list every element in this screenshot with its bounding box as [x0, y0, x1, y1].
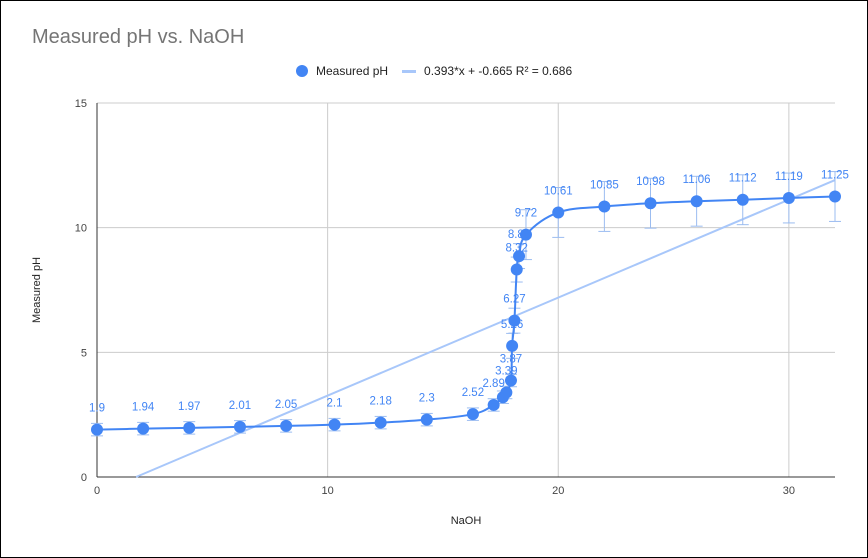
- y-tick-label: 5: [81, 347, 87, 359]
- data-point: [644, 197, 657, 210]
- data-label: 10.61: [544, 185, 573, 197]
- legend-marker-line-icon: [402, 69, 417, 73]
- data-point: [280, 419, 293, 432]
- legend-item-measured-ph[interactable]: Measured pH: [296, 64, 388, 78]
- data-point: [510, 263, 523, 276]
- series-measured-ph: [91, 190, 841, 436]
- data-point: [552, 206, 565, 219]
- data-label: 1.94: [132, 402, 155, 414]
- data-point: [782, 191, 795, 204]
- x-tick-label: 0: [94, 485, 100, 497]
- data-label: 11.19: [775, 171, 803, 183]
- x-tick-label: 20: [552, 485, 564, 497]
- data-point: [508, 314, 521, 327]
- legend-label-measured-ph: Measured pH: [316, 64, 389, 78]
- data-label: 1.9: [89, 403, 105, 415]
- data-label: 9.72: [515, 208, 537, 220]
- data-point: [183, 421, 196, 434]
- data-label: 3.87: [500, 354, 522, 366]
- data-label: 11.06: [683, 174, 711, 186]
- data-point: [466, 408, 479, 421]
- data-label: 3.39: [495, 365, 517, 377]
- legend-item-trendline[interactable]: 0.393*x + -0.665 R² = 0.686: [402, 64, 572, 78]
- x-axis-title: NaOH: [451, 515, 482, 527]
- legend[interactable]: Measured pH 0.393*x + -0.665 R² = 0.686: [296, 64, 586, 78]
- x-tick-label: 30: [783, 485, 795, 497]
- data-point: [598, 200, 611, 213]
- data-point: [736, 193, 749, 206]
- x-tick-label: 10: [322, 485, 334, 497]
- data-point: [690, 195, 703, 208]
- data-label: 10.85: [590, 179, 619, 191]
- data-point: [500, 386, 513, 399]
- gridlines: [97, 102, 835, 478]
- y-tick-label: 15: [75, 98, 87, 110]
- data-label: 2.18: [369, 396, 391, 408]
- data-label: 6.27: [503, 294, 525, 306]
- data-point: [829, 190, 841, 203]
- legend-label-trendline: 0.393*x + -0.665 R² = 0.686: [424, 64, 573, 78]
- data-label: 2.3: [419, 393, 435, 405]
- data-point: [504, 374, 517, 387]
- data-point: [328, 418, 341, 431]
- data-labels-layer: 1.9 1.94 1.97 2.01 2.05 2.1 2.18 2.3 2.522.893.3…: [89, 170, 849, 415]
- data-point: [233, 420, 246, 433]
- data-point: [137, 422, 150, 435]
- data-point: [487, 398, 500, 411]
- y-tick-label: 10: [75, 223, 87, 235]
- data-label: 2.05: [275, 399, 297, 411]
- data-label: 2.89: [482, 378, 504, 390]
- chart-title: Measured pH vs. NaOH: [32, 26, 245, 48]
- legend-marker-dot-icon: [296, 65, 308, 77]
- data-point: [420, 413, 433, 426]
- y-tick-label: 0: [81, 472, 87, 484]
- data-label: 11.12: [729, 173, 757, 185]
- data-point: [91, 423, 103, 436]
- data-label: 2.1: [327, 398, 343, 410]
- data-label: 8.32: [506, 243, 528, 255]
- data-label: 5.26: [501, 319, 523, 331]
- data-label: 11.25: [821, 170, 849, 182]
- data-label: 2.52: [462, 387, 484, 399]
- data-label: 2.01: [229, 400, 251, 412]
- data-point: [519, 228, 532, 241]
- axes: 0 5 10 15 0 10 20 30: [75, 98, 835, 497]
- data-label: 10.98: [636, 176, 665, 188]
- data-point: [513, 250, 526, 263]
- data-label: 1.97: [178, 401, 200, 413]
- data-label: 8.86: [508, 229, 530, 241]
- y-axis-title: Measured pH: [31, 257, 43, 323]
- data-point: [506, 339, 519, 352]
- data-point: [374, 416, 387, 429]
